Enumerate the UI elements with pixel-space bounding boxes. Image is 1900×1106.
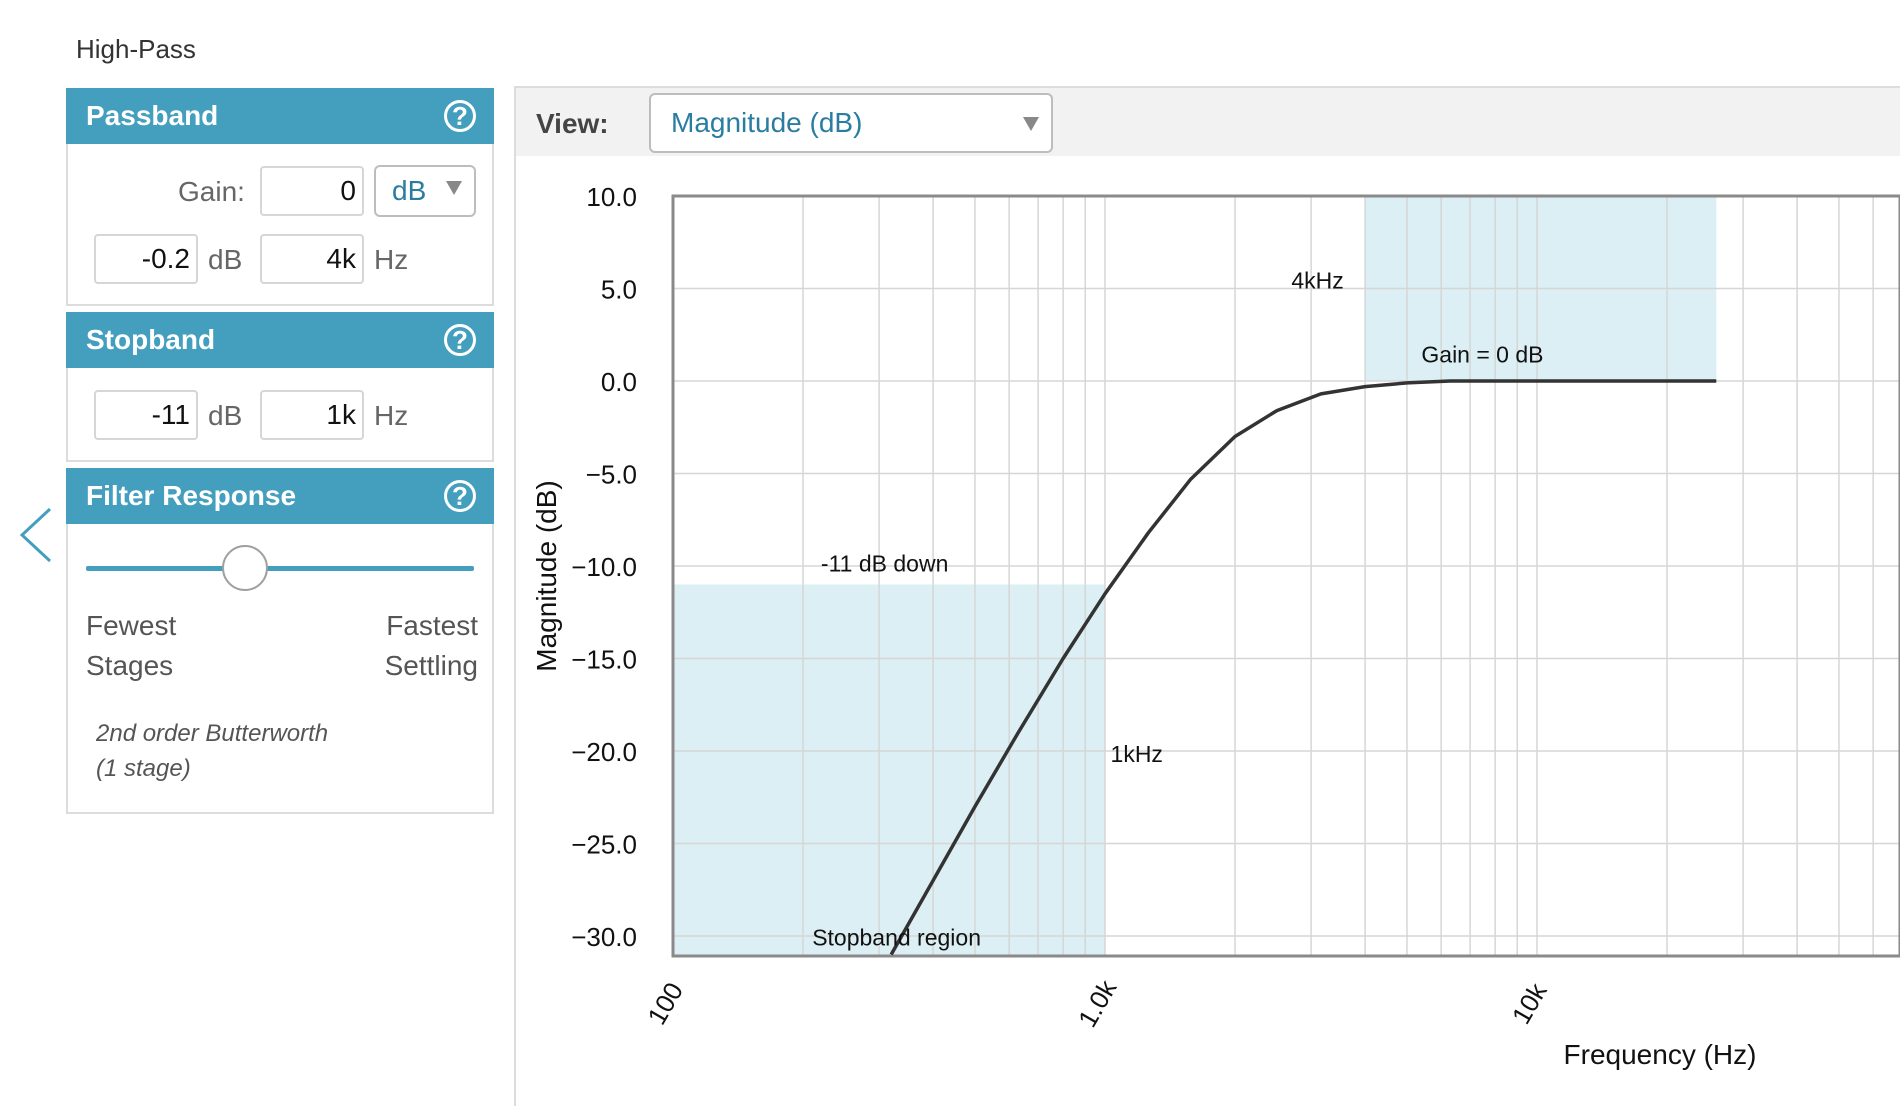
slider-left-line2: Stages — [86, 650, 174, 681]
x-tick-label: 100 — [641, 977, 689, 1030]
x-tick-label: 10k — [1506, 977, 1553, 1029]
stopband-atten-input[interactable]: -11 — [94, 390, 198, 440]
stopband-title: Stopband — [86, 324, 216, 355]
passband-header: Passband ? — [66, 88, 494, 144]
passband-freq-unit: Hz — [374, 244, 409, 275]
passband-freq-input[interactable]: 4k — [260, 234, 364, 284]
view-label: View: — [536, 108, 609, 139]
filter-description-line1: 2nd order Butterworth — [96, 720, 329, 747]
filter-description-line2: (1 stage) — [96, 755, 191, 782]
plot-frame — [671, 194, 1900, 958]
stopband-freq-input[interactable]: 1k — [260, 390, 364, 440]
question-circle-icon[interactable]: ? — [444, 480, 476, 512]
y-tick-label: −30.0 — [571, 922, 637, 952]
slider-left-label: Fewest Stages — [86, 606, 176, 686]
question-circle-icon[interactable]: ? — [444, 100, 476, 132]
x-axis-label: Frequency (Hz) — [1564, 1039, 1757, 1070]
chart-annotation: Gain = 0 dB — [1421, 342, 1543, 368]
y-tick-label: 10.0 — [586, 182, 637, 212]
y-tick-label: −5.0 — [586, 460, 637, 490]
y-axis-label: Magnitude (dB) — [531, 480, 562, 671]
stopband-atten-unit: dB — [208, 400, 243, 431]
passband-atten-input[interactable]: -0.2 — [94, 234, 198, 284]
y-tick-label: −15.0 — [571, 645, 637, 675]
slider-right-line1: Fastest — [386, 610, 478, 641]
passband-title: Passband — [86, 100, 219, 131]
slider-left-line1: Fewest — [86, 610, 177, 641]
response-slider-track[interactable] — [86, 566, 474, 571]
y-tick-label: 0.0 — [601, 367, 637, 397]
filter-type-title: High-Pass — [76, 34, 196, 64]
question-circle-icon[interactable]: ? — [444, 324, 476, 356]
stopband-freq-unit: Hz — [374, 400, 409, 431]
y-tick-label: 5.0 — [601, 275, 637, 305]
chevron-left-icon[interactable] — [10, 505, 58, 565]
shaded-region-0 — [673, 584, 1105, 955]
filter-response-header: Filter Response ? — [66, 468, 494, 524]
y-tick-label: −25.0 — [571, 830, 637, 860]
caret-down-icon — [1023, 117, 1039, 131]
view-select[interactable]: Magnitude (dB) — [649, 93, 1053, 153]
x-tick-label: 1.0k — [1072, 974, 1123, 1032]
passband-atten-unit: dB — [208, 244, 243, 275]
chart-annotation: -11 dB down — [821, 551, 948, 577]
chart-annotation: 1kHz — [1111, 741, 1163, 767]
filter-response-title: Filter Response — [86, 480, 297, 511]
filter-description: 2nd order Butterworth (1 stage) — [96, 716, 328, 786]
gain-unit-select[interactable]: dB — [374, 165, 476, 217]
y-tick-label: −20.0 — [571, 737, 637, 767]
slider-right-label: Fastest Settling — [385, 606, 478, 686]
plot-panel — [514, 86, 1900, 1106]
response-slider-thumb[interactable] — [222, 545, 269, 591]
gain-unit-value: dB — [392, 175, 427, 206]
chart-annotation: 4kHz — [1291, 268, 1343, 294]
chart-annotation: Stopband region — [812, 924, 981, 950]
y-tick-label: −10.0 — [571, 552, 637, 582]
filter-response-body — [66, 524, 494, 814]
caret-down-icon — [446, 181, 462, 195]
gain-label: Gain: — [178, 176, 245, 207]
response-curve — [889, 379, 1717, 956]
slider-right-line2: Settling — [384, 650, 478, 681]
stopband-header: Stopband ? — [66, 312, 494, 368]
view-select-value: Magnitude (dB) — [671, 107, 863, 138]
passband-gain-input[interactable]: 0 — [260, 166, 364, 216]
